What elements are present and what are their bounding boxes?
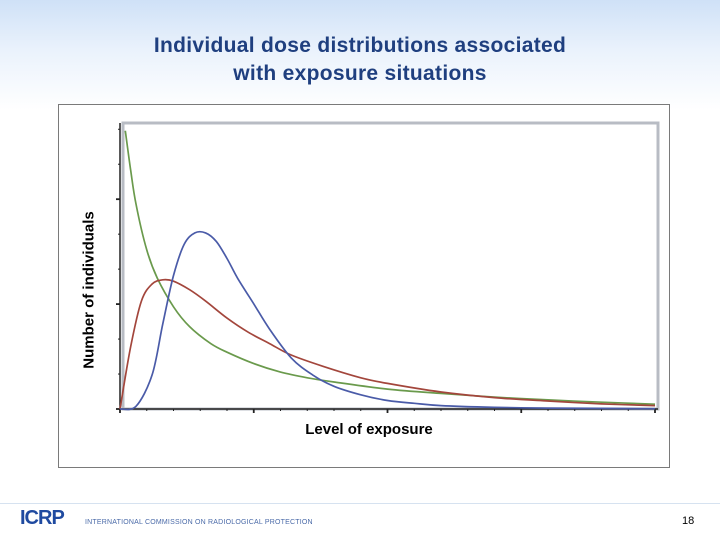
footer-divider [0,503,720,504]
chart-frame [58,104,670,468]
series-layer [119,130,656,411]
icrp-logo: ICRP [20,507,65,529]
page-number: 18 [682,515,695,527]
plot-area-border [121,121,660,411]
x-ticks [119,409,656,413]
slide-title: Individual dose distributions associated… [60,32,660,88]
series-line-3 [119,230,656,411]
slide-title-line-2: with exposure situations [233,62,487,85]
x-axis-label: Level of exposure [305,421,433,438]
org-name: INTERNATIONAL COMMISSION ON RADIOLOGICAL… [85,519,313,526]
y-axis-label: Number of individuals [80,211,98,369]
series-line-2 [119,278,656,410]
series-line-1 [124,130,656,406]
slide-title-line-1: Individual dose distributions associated [153,34,567,57]
y-ticks [116,128,120,410]
